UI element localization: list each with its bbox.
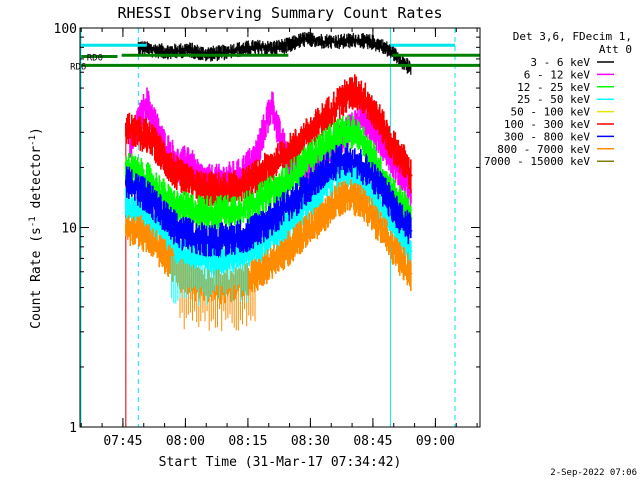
y-axis-label: Count Rate (s-1 detector-1) <box>28 127 44 329</box>
series-line-3 <box>125 130 413 220</box>
y-tick-label-1: 10 <box>61 222 77 237</box>
x-tick-label-5: 09:00 <box>416 434 455 449</box>
status-label-rd6: RD6 <box>70 62 86 72</box>
x-tick-label-3: 08:30 <box>291 434 330 449</box>
legend-label-6: 300 - 800 keV <box>504 130 590 143</box>
series-line-1 <box>129 102 412 193</box>
x-axis-label: Start Time (31-Mar-17 07:34:42) <box>159 455 402 470</box>
series-line-5 <box>124 157 413 243</box>
x-tick-label-4: 08:45 <box>353 434 392 449</box>
y-tick-label-0: 1 <box>69 421 77 436</box>
y-axis-label-mid: detector <box>29 146 44 217</box>
legend-header-1: Att 0 <box>599 43 632 56</box>
y-axis-label-sup2: -1 <box>28 135 38 146</box>
legend-label-5: 100 - 300 keV <box>504 118 590 131</box>
status-label-rd0: RD0 <box>87 53 103 63</box>
legend-label-8: 7000 - 15000 keV <box>484 155 590 168</box>
x-tick-label-0: 07:45 <box>103 434 142 449</box>
x-tick-label-1: 08:00 <box>166 434 205 449</box>
series-line-6 <box>125 193 413 290</box>
y-axis-label-main: Count Rate (s <box>29 227 44 329</box>
series-line-2 <box>124 90 413 191</box>
legend-header-0: Det 3,6, FDecim 1, <box>513 30 632 43</box>
y-axis-label-sup1: -1 <box>28 216 38 227</box>
dip-spikes-1 <box>171 256 248 306</box>
series-line-0 <box>138 38 412 70</box>
legend-label-2: 12 - 25 keV <box>517 81 590 94</box>
x-tick-label-2: 08:15 <box>228 434 267 449</box>
legend-label-1: 6 - 12 keV <box>524 68 591 81</box>
axes-layer: 1 10 100 07:45 08:00 08:15 08:30 08:45 09:00 <box>54 22 480 449</box>
legend-label-7: 800 - 7000 keV <box>497 143 590 156</box>
dip-spikes-0 <box>179 280 256 332</box>
legend-label-3: 25 - 50 keV <box>517 93 590 106</box>
legend-label-4: 50 - 100 keV <box>511 106 591 119</box>
generation-timestamp: 2-Sep-2022 07:06 <box>550 468 637 478</box>
chart-title: RHESSI Observing Summary Count Rates <box>117 4 442 22</box>
y-tick-label-2: 100 <box>54 22 77 37</box>
legend-label-0: 3 - 6 keV <box>530 56 590 69</box>
y-axis-label-end: ) <box>29 127 44 135</box>
series-line-4 <box>125 170 413 259</box>
